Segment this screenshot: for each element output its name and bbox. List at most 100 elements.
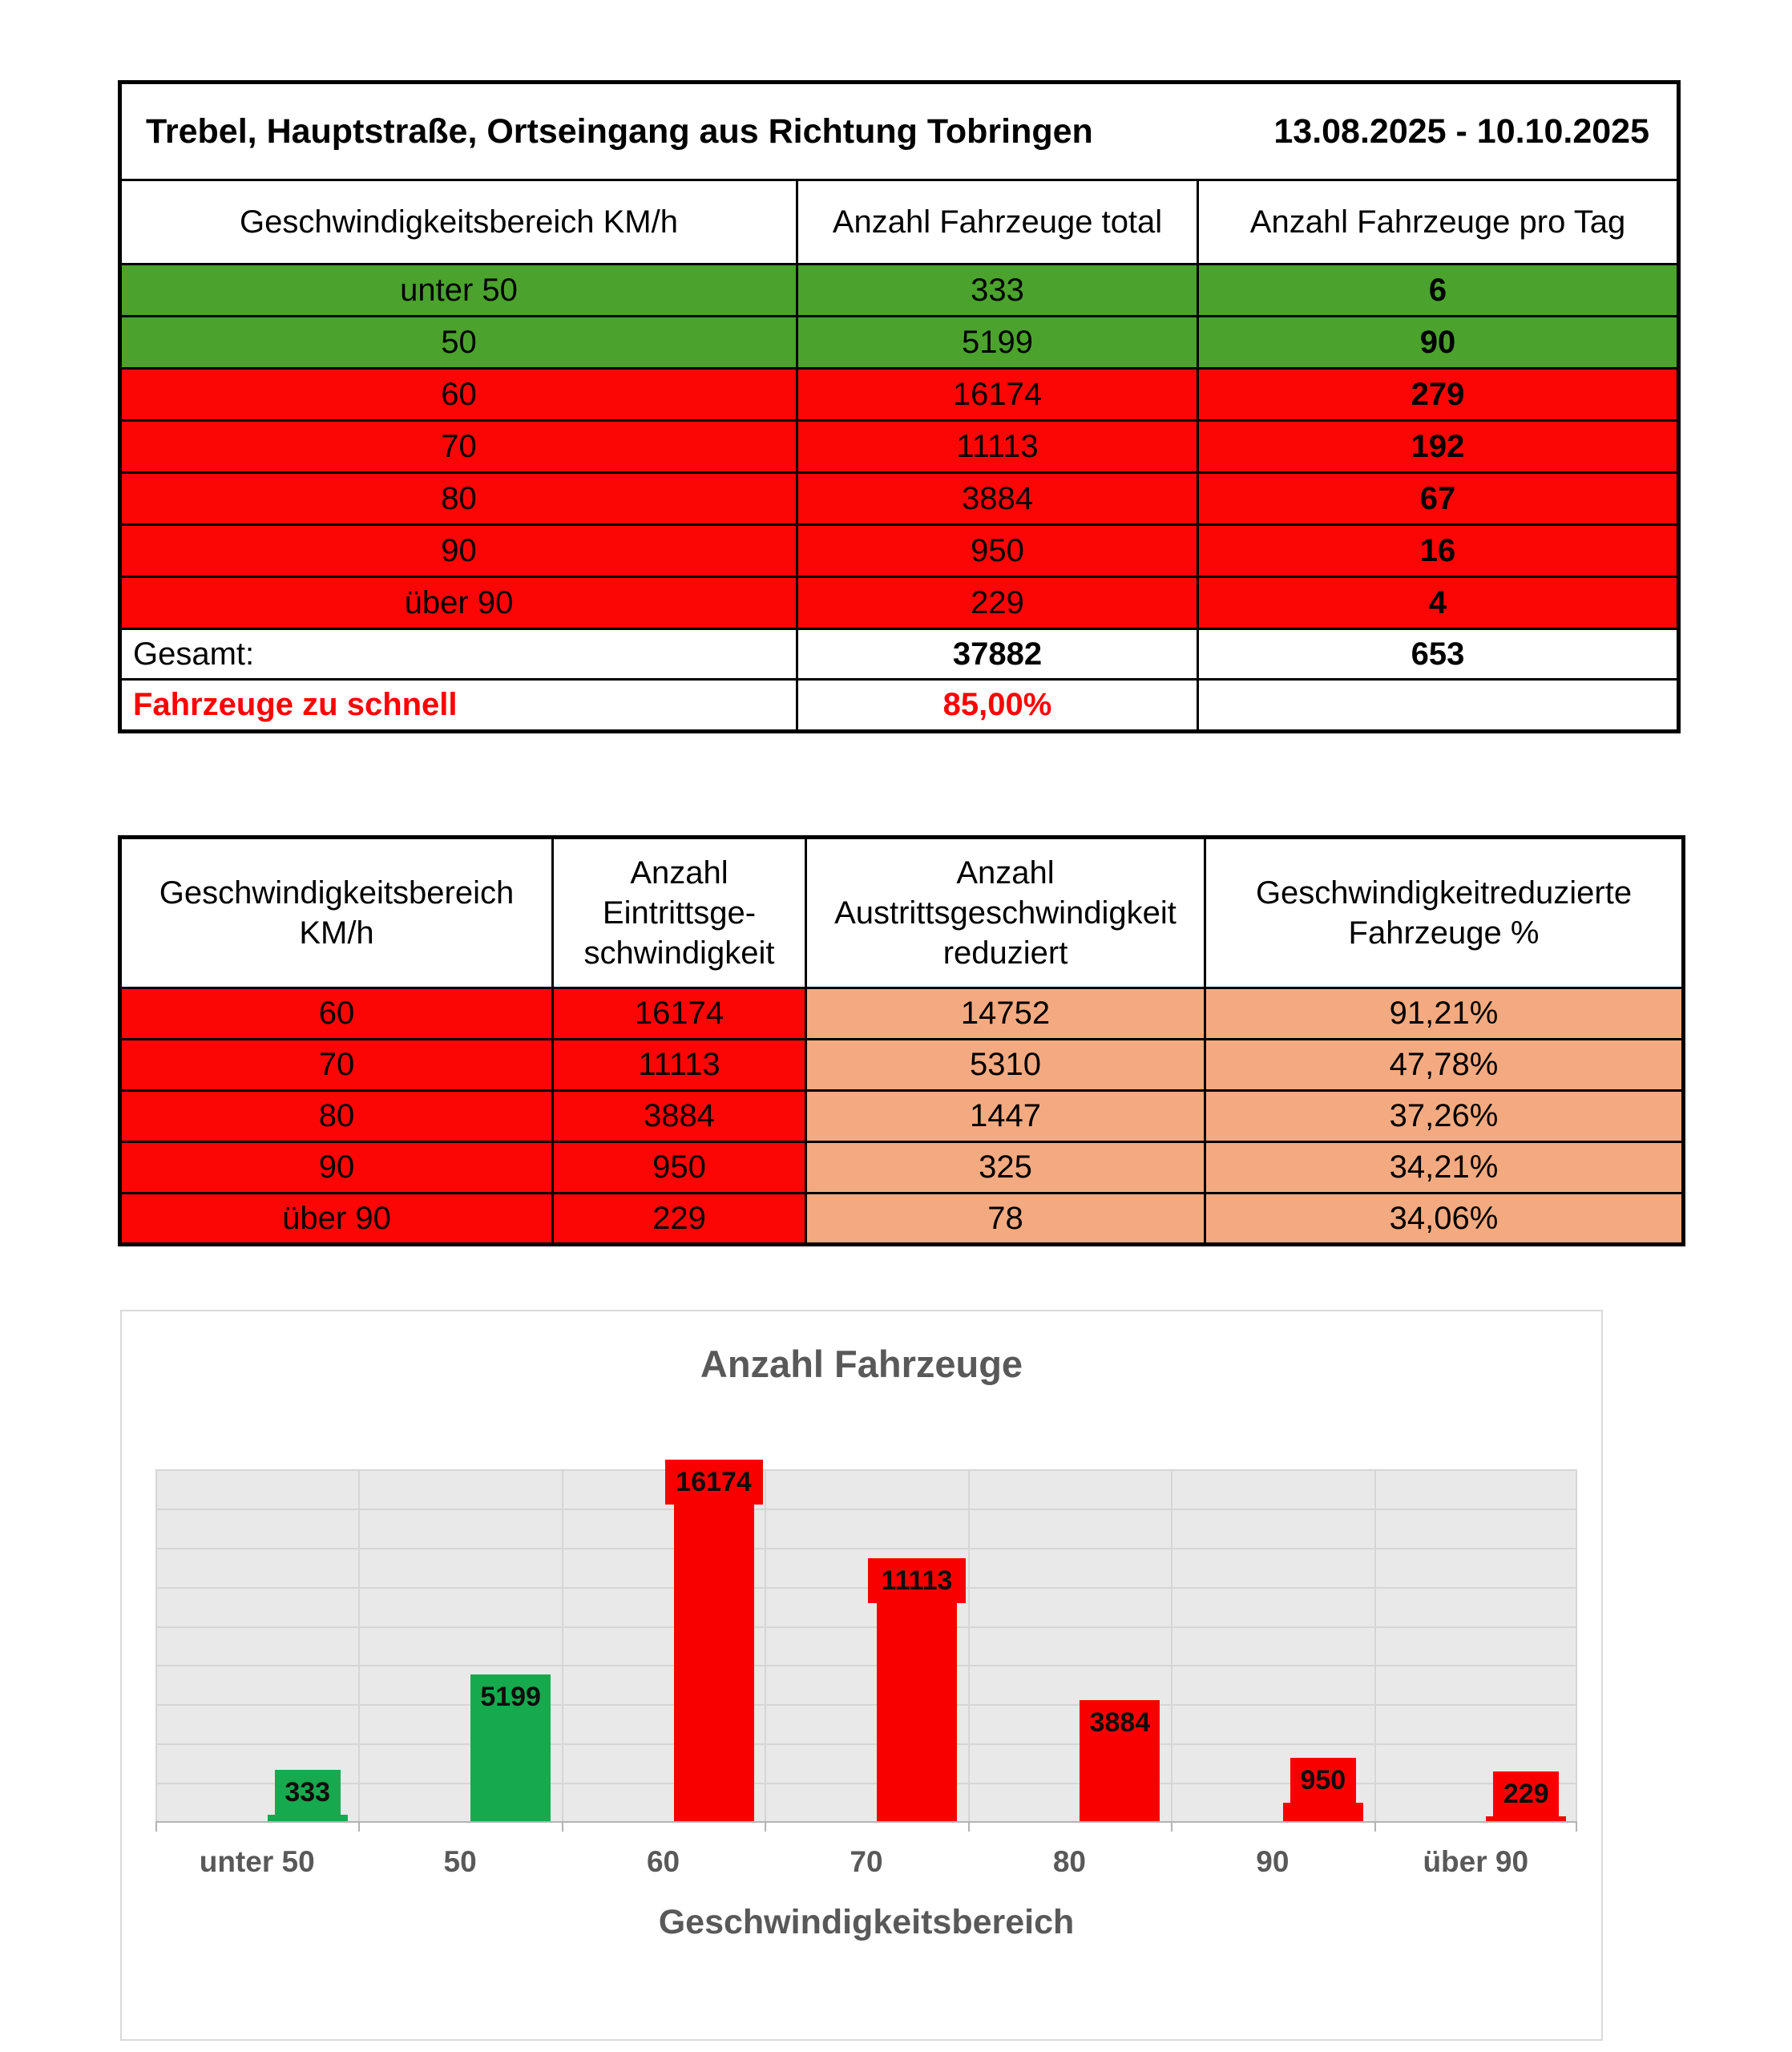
cell-range: 80 bbox=[119, 1089, 554, 1143]
table-row: 70 11113 192 bbox=[119, 419, 1680, 474]
x-axis-label: 50 bbox=[443, 1845, 477, 1878]
bar-über 90 bbox=[1486, 1816, 1567, 1821]
speed-reduction-table: Geschwindigkeitsbereich KM/h Anzahl Eint… bbox=[118, 835, 1685, 1246]
axis-tick bbox=[968, 1821, 970, 1832]
bar-90 bbox=[1282, 1803, 1363, 1821]
chart-title: Anzahl Fahrzeuge bbox=[700, 1343, 1023, 1385]
cell-range: 50 bbox=[119, 315, 798, 370]
cell-entry: 229 bbox=[551, 1192, 807, 1246]
cell-entry: 950 bbox=[551, 1141, 807, 1194]
table-title-row: Trebel, Hauptstraße, Ortseingang aus Ric… bbox=[119, 81, 1680, 181]
cell-percent: 34,06% bbox=[1204, 1192, 1685, 1246]
axis-tick bbox=[562, 1821, 563, 1832]
x-axis-label: über 90 bbox=[1423, 1845, 1529, 1878]
cell-reduced: 1447 bbox=[805, 1089, 1206, 1143]
x-axis-label: unter 50 bbox=[199, 1845, 315, 1878]
gridline-vertical bbox=[358, 1470, 360, 1821]
cell-range: über 90 bbox=[119, 1192, 554, 1246]
cell-percent: 37,26% bbox=[1204, 1089, 1685, 1143]
col-header-total: Anzahl Fahrzeuge total bbox=[796, 179, 1199, 265]
gridline-vertical bbox=[1171, 1470, 1172, 1821]
vehicle-count-chart: Anzahl Fahrzeuge 333 5199 16174 11113 3884 95… bbox=[120, 1310, 1603, 2041]
cell-per-day: 6 bbox=[1197, 263, 1680, 317]
cell-range: 90 bbox=[119, 523, 798, 578]
table-row: 60 16174 279 bbox=[119, 367, 1680, 422]
bar-60 bbox=[673, 1505, 754, 1821]
table-row: 80 3884 1447 37,26% bbox=[119, 1089, 1685, 1143]
bar-value-label: 11113 bbox=[868, 1558, 966, 1603]
col-header-percent: Geschwindigkeitreduzierte Fahrzeuge % bbox=[1204, 836, 1685, 989]
bar-80 bbox=[1080, 1745, 1160, 1821]
table-header-row: Geschwindigkeitsbereich KM/h Anzahl Eint… bbox=[119, 836, 1685, 989]
cell-per-day: 4 bbox=[1197, 576, 1680, 630]
cell-reduced: 325 bbox=[805, 1141, 1206, 1194]
col-header-entry: Anzahl Eintrittsge- schwindigkeit bbox=[551, 836, 807, 989]
bar-value-label: 16174 bbox=[664, 1460, 763, 1505]
x-axis-label: 90 bbox=[1256, 1845, 1290, 1878]
bar-70 bbox=[877, 1603, 957, 1821]
x-axis-label: 60 bbox=[646, 1845, 680, 1878]
cell-range: 80 bbox=[119, 471, 798, 526]
cell-range: 70 bbox=[119, 1038, 554, 1092]
gridline-vertical bbox=[765, 1470, 766, 1821]
cell-percent: 34,21% bbox=[1204, 1141, 1685, 1194]
table-row: über 90 229 78 34,06% bbox=[119, 1192, 1685, 1246]
total-row: Gesamt: 37882 653 bbox=[119, 628, 1680, 681]
bar-value-label: 950 bbox=[1290, 1758, 1356, 1803]
cell-per-day: 67 bbox=[1197, 471, 1680, 526]
cell-percent: 91,21% bbox=[1204, 987, 1685, 1040]
total-count: 37882 bbox=[796, 628, 1199, 681]
gridline-horizontal bbox=[155, 1586, 1577, 1589]
table-row: 50 5199 90 bbox=[119, 315, 1680, 370]
speeding-percent: 85,00% bbox=[796, 678, 1199, 733]
table-row: 70 11113 5310 47,78% bbox=[119, 1038, 1685, 1092]
speeding-label: Fahrzeuge zu schnell bbox=[119, 678, 798, 733]
cell-entry: 3884 bbox=[551, 1089, 807, 1143]
chart-plot-area: 333 5199 16174 11113 3884 950 229 unter 50 50 60… bbox=[155, 1460, 1577, 1941]
cell-entry: 11113 bbox=[551, 1038, 807, 1092]
axis-tick bbox=[1576, 1821, 1577, 1832]
cell-reduced: 5310 bbox=[805, 1038, 1206, 1092]
table-row: über 90 229 4 bbox=[119, 576, 1680, 630]
cell-total: 11113 bbox=[796, 419, 1199, 474]
col-header-per-day: Anzahl Fahrzeuge pro Tag bbox=[1197, 179, 1680, 265]
report-title: Trebel, Hauptstraße, Ortseingang aus Ric… bbox=[146, 111, 1093, 151]
report-period: 13.08.2025 - 10.10.2025 bbox=[1273, 111, 1649, 151]
gridline-vertical bbox=[155, 1470, 157, 1821]
total-label: Gesamt: bbox=[119, 628, 798, 681]
table-row: 90 950 16 bbox=[119, 523, 1680, 578]
cell-range: 90 bbox=[119, 1141, 554, 1194]
gridline-vertical bbox=[968, 1470, 970, 1821]
cell-per-day: 279 bbox=[1197, 367, 1680, 422]
cell-per-day: 192 bbox=[1197, 419, 1680, 474]
col-header-reduced: Anzahl Austrittsgeschwindigkeit reduzier… bbox=[805, 836, 1206, 989]
cell-total: 3884 bbox=[796, 471, 1199, 526]
col-header-range: Geschwindigkeitsbereich KM/h bbox=[119, 836, 554, 989]
cell-range: über 90 bbox=[119, 576, 798, 630]
gridline-horizontal bbox=[155, 1508, 1577, 1510]
cell-percent: 47,78% bbox=[1204, 1038, 1685, 1092]
cell-entry: 16174 bbox=[551, 987, 807, 1040]
gridline-horizontal bbox=[155, 1547, 1577, 1549]
gridline-horizontal bbox=[155, 1665, 1577, 1667]
speed-count-table: Trebel, Hauptstraße, Ortseingang aus Ric… bbox=[118, 80, 1681, 733]
cell-range: 60 bbox=[119, 987, 554, 1040]
cell-total: 333 bbox=[796, 263, 1199, 317]
cell-reduced: 78 bbox=[805, 1192, 1206, 1246]
bar-value-label: 3884 bbox=[1080, 1700, 1160, 1745]
bar-value-label: 229 bbox=[1493, 1771, 1560, 1816]
bar-unter 50 bbox=[267, 1815, 348, 1821]
gridline-horizontal bbox=[155, 1626, 1577, 1628]
gridline-vertical bbox=[1374, 1470, 1376, 1821]
gridline-horizontal bbox=[155, 1743, 1577, 1746]
table-row: 60 16174 14752 91,21% bbox=[119, 987, 1685, 1040]
gridline-horizontal bbox=[155, 1783, 1577, 1785]
bar-value-label: 5199 bbox=[470, 1674, 551, 1719]
bar-value-label: 333 bbox=[274, 1770, 341, 1815]
cell-total: 16174 bbox=[796, 367, 1199, 422]
table-row: unter 50 333 6 bbox=[119, 263, 1680, 317]
cell-range: 60 bbox=[119, 367, 798, 422]
col-header-range: Geschwindigkeitsbereich KM/h bbox=[119, 179, 798, 265]
x-axis-label: 70 bbox=[850, 1845, 883, 1878]
